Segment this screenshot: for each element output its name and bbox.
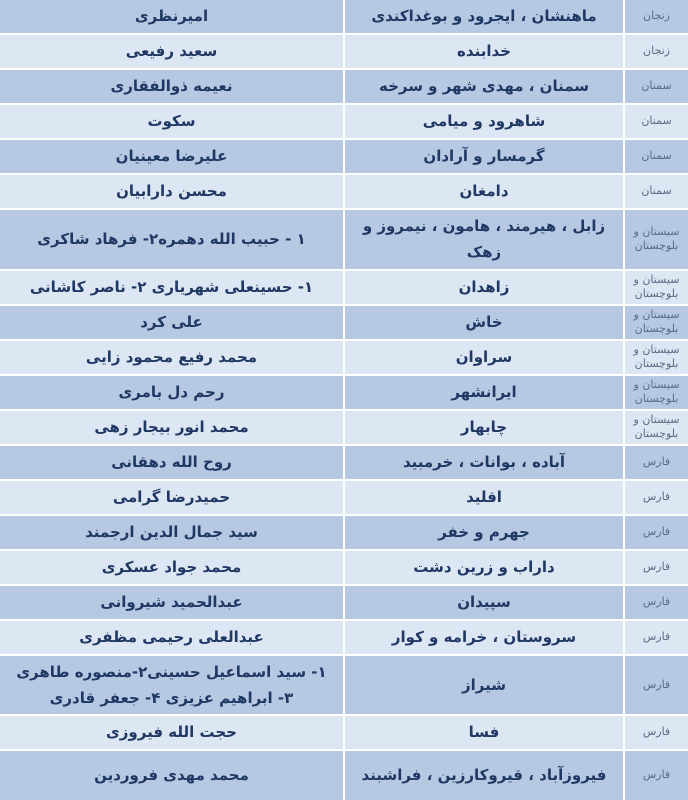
province-cell: فارس <box>625 751 688 800</box>
province-cell: فارس <box>625 655 688 714</box>
representative-cell: محمد رفیع محمود زایی <box>0 340 343 374</box>
constituency-cell: سمنان ، مهدی شهر و سرخه <box>345 70 623 103</box>
province-cell: سیستان و بلوچستان <box>625 210 688 269</box>
constituency-cell: ماهنشان ، ایجرود و بوغداکندی <box>345 0 623 33</box>
representative-cell: ۱- سید اسماعیل حسینی۲-منصوره طاهری ۳- اب… <box>0 655 343 714</box>
constituency-cell: سراوان <box>345 340 623 374</box>
constituency-cell: آباده ، بوانات ، خرمبید <box>345 445 623 479</box>
province-cell: سیستان و بلوچستان <box>625 305 688 339</box>
constituency-cell: خدابنده <box>345 35 623 68</box>
province-cell: فارس <box>625 585 688 619</box>
constituency-cell: گرمسار و آرادان <box>345 140 623 173</box>
constituency-cell: خاش <box>345 305 623 339</box>
constituency-cell: جهرم و خفر <box>345 515 623 549</box>
constituency-cell: چابهار <box>345 410 623 444</box>
constituency-cell: دامغان <box>345 175 623 208</box>
table-row: فارس فسا حجت الله فیروزی <box>0 716 688 749</box>
constituency-cell: ایرانشهر <box>345 375 623 409</box>
representative-cell: رحم دل بامری <box>0 375 343 409</box>
representative-cell: ۱ - حبیب الله دهمره۲- فرهاد شاکری <box>0 210 343 269</box>
representative-cell: امیرنظری <box>0 0 343 33</box>
table-row: سیستان و بلوچستان زاهدان ۱- حسینعلی شهری… <box>0 270 688 304</box>
constituency-cell: فسا <box>345 716 623 749</box>
province-cell: فارس <box>625 716 688 749</box>
table-row: سیستان و بلوچستان سراوان محمد رفیع محمود… <box>0 340 688 374</box>
province-cell: سیستان و بلوچستان <box>625 270 688 304</box>
province-cell: سمنان <box>625 175 688 208</box>
representative-cell: حمیدرضا گرامی <box>0 480 343 514</box>
table-row: فارس جهرم و خفر سید جمال الدین ارجمند <box>0 515 688 549</box>
representative-cell: سید جمال الدین ارجمند <box>0 515 343 549</box>
representative-cell: علی کرد <box>0 305 343 339</box>
constituency-cell: زابل ، هیرمند ، هامون ، نیمروز و زهک <box>345 210 623 269</box>
table-row: فارس شیراز ۱- سید اسماعیل حسینی۲-منصوره … <box>0 655 688 714</box>
representative-cell: عبدالعلی رحیمی مظفری <box>0 620 343 654</box>
table-row: زنجان خدابنده سعید رفیعی <box>0 35 688 68</box>
constituency-cell: سروستان ، خرامه و کوار <box>345 620 623 654</box>
constituency-cell: فیروزآباد ، قیروکارزین ، فراشبند <box>345 751 623 800</box>
table-row: فارس آباده ، بوانات ، خرمبید روح الله ده… <box>0 445 688 479</box>
table-row: سیستان و بلوچستان زابل ، هیرمند ، هامون … <box>0 210 688 269</box>
province-cell: فارس <box>625 445 688 479</box>
province-cell: زنجان <box>625 35 688 68</box>
table-row: فارس سپیدان عبدالحمید شیروانی <box>0 585 688 619</box>
table-row: سیستان و بلوچستان ایرانشهر رحم دل بامری <box>0 375 688 409</box>
table-row: سیستان و بلوچستان خاش علی کرد <box>0 305 688 339</box>
representative-cell: نعیمه ذوالفقاری <box>0 70 343 103</box>
constituency-cell: داراب و زرین دشت <box>345 550 623 584</box>
representative-cell: حجت الله فیروزی <box>0 716 343 749</box>
representative-cell: محسن دارابیان <box>0 175 343 208</box>
constituency-cell: شاهرود و میامی <box>345 105 623 138</box>
province-cell: سمنان <box>625 70 688 103</box>
province-cell: زنجان <box>625 0 688 33</box>
constituency-cell: زاهدان <box>345 270 623 304</box>
province-cell: فارس <box>625 550 688 584</box>
representative-cell: محمد انور بیجار زهی <box>0 410 343 444</box>
table-row: فارس داراب و زرین دشت محمد جواد عسکری <box>0 550 688 584</box>
province-cell: فارس <box>625 480 688 514</box>
representative-cell: روح الله دهقانی <box>0 445 343 479</box>
representative-cell: ۱- حسینعلی شهریاری ۲- ناصر کاشانی <box>0 270 343 304</box>
constituency-cell: سپیدان <box>345 585 623 619</box>
table-row: سمنان سمنان ، مهدی شهر و سرخه نعیمه ذوال… <box>0 70 688 103</box>
table-row: فارس اقلید حمیدرضا گرامی <box>0 480 688 514</box>
constituency-cell: شیراز <box>345 655 623 714</box>
representative-cell: سکوت <box>0 105 343 138</box>
table-row: سمنان شاهرود و میامی سکوت <box>0 105 688 138</box>
representative-cell: علیرضا معینیان <box>0 140 343 173</box>
province-cell: سیستان و بلوچستان <box>625 410 688 444</box>
province-cell: فارس <box>625 515 688 549</box>
province-cell: سمنان <box>625 105 688 138</box>
representative-cell: محمد مهدی فروردین <box>0 751 343 800</box>
representative-cell: محمد جواد عسکری <box>0 550 343 584</box>
representative-cell: عبدالحمید شیروانی <box>0 585 343 619</box>
province-cell: فارس <box>625 620 688 654</box>
constituency-cell: اقلید <box>345 480 623 514</box>
table-row: فارس سروستان ، خرامه و کوار عبدالعلی رحی… <box>0 620 688 654</box>
table-row: زنجان ماهنشان ، ایجرود و بوغداکندی امیرن… <box>0 0 688 33</box>
province-cell: سمنان <box>625 140 688 173</box>
province-cell: سیستان و بلوچستان <box>625 340 688 374</box>
table-row: سمنان دامغان محسن دارابیان <box>0 175 688 208</box>
representative-cell: سعید رفیعی <box>0 35 343 68</box>
table-row: فارس فیروزآباد ، قیروکارزین ، فراشبند مح… <box>0 751 688 800</box>
table-row: سمنان گرمسار و آرادان علیرضا معینیان <box>0 140 688 173</box>
province-cell: سیستان و بلوچستان <box>625 375 688 409</box>
table-row: سیستان و بلوچستان چابهار محمد انور بیجار… <box>0 410 688 444</box>
